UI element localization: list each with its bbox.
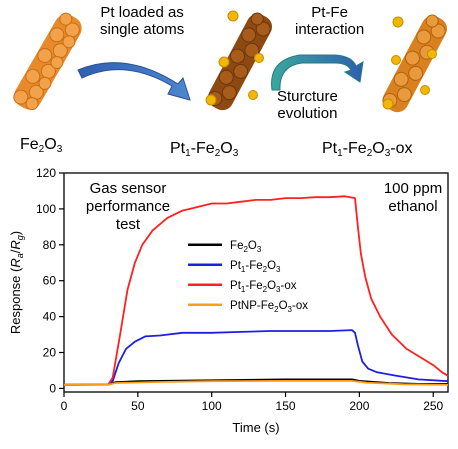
step1-label-line1: Pt loaded as	[100, 4, 184, 21]
gas-sensor-response-chart: 0 50 100 150 200 250 0 20 40 60 80 100 120 Time (s) Re…	[8, 166, 449, 435]
chart-legend: Fe2O3 Pt1-Fe2O3 Pt1-Fe2O3-ox PtNP-Fe2O3-ox	[188, 240, 308, 314]
annotation-right-line-1: ethanol	[388, 198, 437, 215]
annotation-left-line-1: performance	[86, 198, 170, 215]
x-tick-label: 100	[202, 399, 222, 413]
y-tick-label: 20	[43, 346, 57, 360]
step1-label-line2: single atoms	[100, 21, 185, 38]
chart-series-lines	[63, 195, 449, 386]
cycle-arrow-icon	[271, 54, 364, 91]
legend-label-0: Fe2O3	[230, 240, 262, 254]
y-tick-label: 60	[43, 274, 57, 288]
step2-top-label: Pt-Fe interaction	[295, 4, 364, 38]
annotation-left-line-2: test	[116, 216, 141, 233]
pt-atom-icons	[205, 10, 264, 106]
x-axis-label: Time (s)	[232, 420, 279, 435]
material-label-fe2o3: Fe2O3	[20, 136, 63, 155]
synthesis-scheme: Pt loaded as single atoms Pt-Fe interact…	[0, 0, 458, 170]
step2-top-label-line1: Pt-Fe	[311, 4, 348, 21]
plot-frame	[63, 172, 449, 393]
scheme-drawing	[13, 10, 448, 113]
material-label-pt1-fe2o3-ox: Pt1-Fe2O3-ox	[322, 140, 413, 159]
series-line-3	[64, 380, 449, 386]
legend-label-2: Pt1-Fe2O3-ox	[230, 280, 297, 294]
step2-bottom-label: Sturcture evolution	[277, 88, 338, 122]
x-tick-label: 50	[131, 399, 145, 413]
fe2o3-rod-icon	[13, 12, 82, 111]
y-tick-label: 40	[43, 310, 57, 324]
step2-bottom-label-line2: evolution	[277, 105, 338, 122]
curved-arrow-icon	[77, 62, 191, 101]
legend-label-3: PtNP-Fe2O3-ox	[230, 300, 308, 314]
chart-axes: 0 50 100 150 200 250 0 20 40 60 80 100 120 Time (s) Re…	[8, 166, 449, 435]
pt-atom-icons-ox	[382, 16, 437, 110]
series-line-2	[63, 195, 449, 386]
annotation-left-line-0: Gas sensor	[90, 180, 167, 197]
y-tick-label: 0	[49, 381, 56, 395]
x-tick-label: 250	[423, 399, 443, 413]
y-tick-label: 100	[36, 202, 56, 216]
step2-top-label-line2: interaction	[295, 21, 365, 38]
x-tick-label: 200	[349, 399, 369, 413]
step1-label: Pt loaded as single atoms	[100, 4, 184, 38]
material-label-pt1-fe2o3: Pt1-Fe2O3	[170, 140, 239, 159]
y-tick-label: 80	[43, 238, 57, 252]
x-tick-label: 0	[61, 399, 68, 413]
annotation-right-line-0: 100 ppm	[384, 180, 442, 197]
y-tick-label: 120	[36, 166, 56, 180]
y-axis-label: Response (Ra/Rg)	[8, 231, 25, 334]
legend-label-1: Pt1-Fe2O3	[230, 260, 281, 274]
series-line-1	[63, 329, 449, 386]
step2-bottom-label-line1: Sturcture	[277, 88, 338, 105]
x-tick-label: 150	[276, 399, 296, 413]
